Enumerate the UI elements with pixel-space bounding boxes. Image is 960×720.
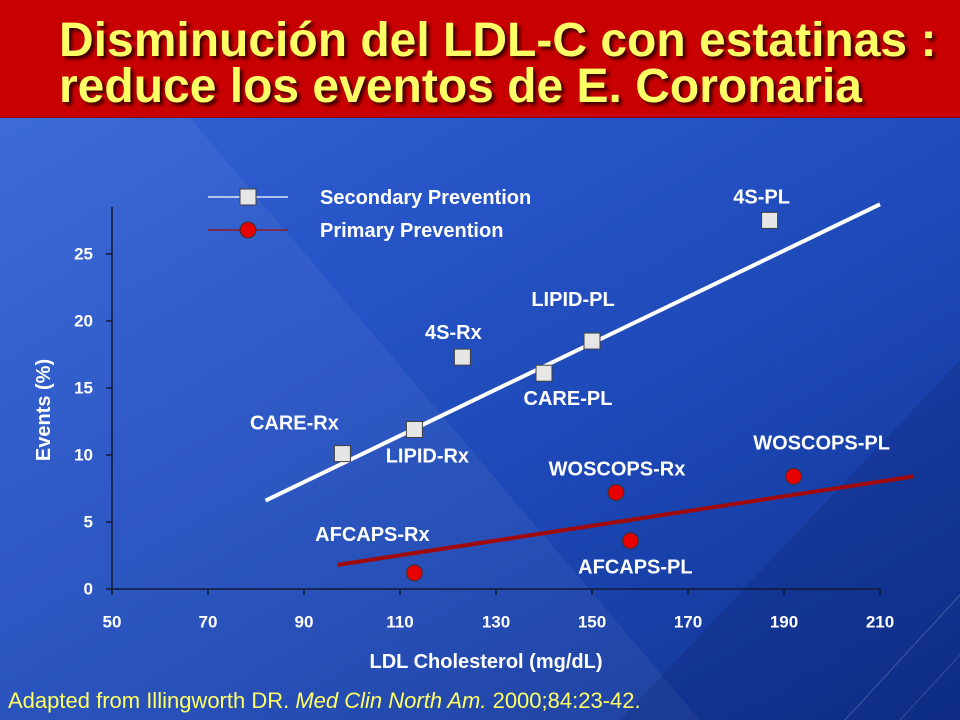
- legend-label-primary: Primary Prevention: [320, 220, 503, 242]
- data-label-4s-pl: 4S-PL: [733, 186, 790, 208]
- legend: Secondary Prevention Primary Prevention: [208, 187, 531, 242]
- data-label-care-pl: CARE-PL: [524, 388, 613, 410]
- y-axis-title: Events (%): [33, 359, 55, 461]
- trendline-primary-prevention: [337, 474, 914, 567]
- legend-item-secondary-prevention: Secondary Prevention: [208, 187, 531, 209]
- x-tick-label: 70: [199, 613, 218, 632]
- data-point-4s-pl: [761, 211, 779, 229]
- y-tick-label: 15: [74, 378, 93, 397]
- x-tick-label: 130: [482, 613, 510, 632]
- data-point-care-pl: [535, 364, 553, 382]
- x-tick-label: 150: [578, 613, 606, 632]
- y-axis: 0 5 10 15 20 25: [74, 207, 113, 599]
- background-corner-stroke: [844, 594, 960, 720]
- legend-square-marker: [239, 188, 257, 206]
- background-light-diagonal: [0, 118, 700, 720]
- data-point-lipid-rx: [405, 420, 423, 438]
- x-axis-ticks: 50 70 90 110 130 150 170 190 210: [103, 589, 894, 632]
- data-label-lipid-rx: LIPID-Rx: [386, 445, 469, 467]
- trendline-secondary-prevention: [264, 202, 881, 503]
- data-labels: CARE-Rx LIPID-Rx 4S-Rx CARE-PL LIPID-PL 4S-PL…: [250, 186, 890, 578]
- y-tick-label: 10: [74, 445, 93, 464]
- data-point-afcaps-rx: [405, 564, 423, 582]
- x-tick-label: 90: [295, 613, 314, 632]
- data-label-lipid-pl: LIPID-PL: [531, 289, 614, 311]
- data-point-woscops-rx: [607, 483, 625, 501]
- x-tick-label: 190: [770, 613, 798, 632]
- slide-title-line-2: reduce los eventos de E. Coronaria: [59, 60, 862, 113]
- x-axis: 50 70 90 110 130 150 170 190 210: [103, 588, 894, 632]
- y-tick-label: 5: [84, 512, 93, 531]
- y-tick-label: 25: [74, 244, 93, 263]
- data-point-4s-rx: [453, 348, 471, 366]
- data-point-woscops-pl: [785, 467, 803, 485]
- x-axis-title: LDL Cholesterol (mg/dL): [370, 651, 603, 673]
- data-point-afcaps-pl: [621, 532, 639, 550]
- data-label-4s-rx: 4S-Rx: [425, 322, 482, 344]
- data-label-afcaps-rx: AFCAPS-Rx: [315, 524, 429, 546]
- data-points: [333, 211, 803, 582]
- slide-title-line-1: Disminución del LDL-C con estatinas :: [59, 14, 937, 67]
- citation-journal: Med Clin North Am.: [295, 688, 487, 713]
- x-tick-label: 110: [386, 613, 413, 632]
- x-tick-label: 210: [866, 613, 894, 632]
- trendlines: [264, 202, 914, 567]
- background-corner-stroke: [899, 654, 960, 720]
- background-dark-corner: [620, 360, 960, 720]
- title-banner: Disminución del LDL-C con estatinas : re…: [0, 0, 960, 118]
- data-label-woscops-pl: WOSCOPS-PL: [753, 432, 890, 454]
- source-citation: Adapted from Illingworth DR. Med Clin No…: [8, 688, 641, 714]
- legend-item-primary-prevention: Primary Prevention: [208, 220, 503, 242]
- legend-label-secondary: Secondary Prevention: [320, 187, 531, 209]
- citation-reference: 2000;84:23-42.: [486, 688, 641, 713]
- citation-text: Adapted from Illingworth DR.: [8, 688, 296, 713]
- x-tick-label: 50: [103, 613, 122, 632]
- data-label-woscops-rx: WOSCOPS-Rx: [549, 458, 686, 480]
- data-label-afcaps-pl: AFCAPS-PL: [578, 557, 692, 579]
- data-point-lipid-pl: [583, 332, 601, 350]
- y-tick-label: 20: [74, 311, 93, 330]
- data-point-care-rx: [333, 445, 351, 463]
- x-tick-label: 170: [674, 613, 702, 632]
- y-tick-label: 0: [84, 580, 93, 599]
- y-axis-ticks: 0 5 10 15 20 25: [74, 244, 112, 599]
- legend-circle-marker: [239, 221, 257, 239]
- data-label-care-rx: CARE-Rx: [250, 413, 339, 435]
